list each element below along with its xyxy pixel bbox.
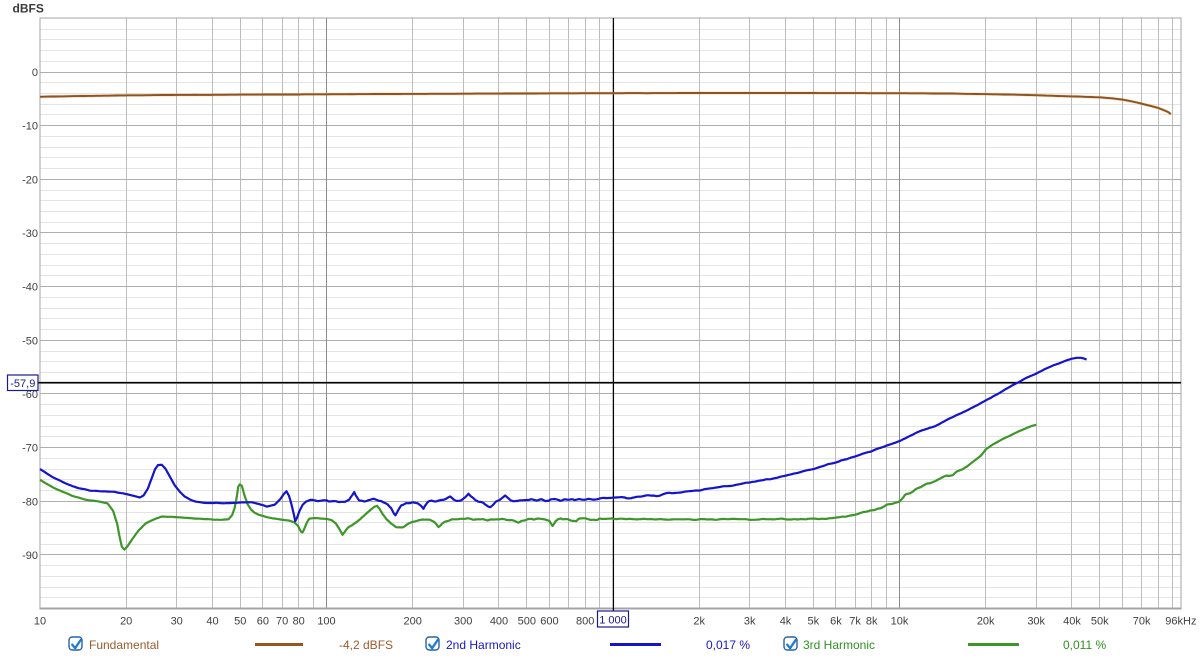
svg-text:-60: -60: [22, 389, 38, 401]
svg-text:1 000: 1 000: [599, 614, 627, 626]
svg-text:80: 80: [293, 616, 305, 628]
svg-text:-10: -10: [22, 121, 38, 133]
svg-text:-70: -70: [22, 443, 38, 455]
svg-text:2k: 2k: [693, 616, 705, 628]
svg-text:600: 600: [540, 616, 558, 628]
svg-text:3rd Harmonic: 3rd Harmonic: [803, 638, 875, 652]
svg-text:20: 20: [120, 616, 132, 628]
svg-text:dBFS: dBFS: [13, 2, 44, 16]
svg-text:0,011 %: 0,011 %: [1063, 638, 1106, 652]
svg-text:5k: 5k: [807, 616, 819, 628]
svg-text:50: 50: [234, 616, 246, 628]
svg-text:10: 10: [34, 616, 46, 628]
svg-text:0: 0: [32, 67, 38, 79]
svg-text:60: 60: [257, 616, 269, 628]
svg-text:-50: -50: [22, 335, 38, 347]
svg-text:-30: -30: [22, 228, 38, 240]
svg-text:100: 100: [317, 616, 335, 628]
svg-text:30k: 30k: [1027, 616, 1045, 628]
svg-text:40: 40: [206, 616, 218, 628]
svg-text:70: 70: [276, 616, 288, 628]
svg-text:70k: 70k: [1133, 616, 1151, 628]
svg-text:-40: -40: [22, 282, 38, 294]
svg-text:200: 200: [404, 616, 422, 628]
svg-text:-4,2 dBFS: -4,2 dBFS: [339, 638, 393, 652]
svg-text:96kHz: 96kHz: [1165, 616, 1196, 628]
svg-text:2nd Harmonic: 2nd Harmonic: [446, 638, 521, 652]
svg-text:10k: 10k: [891, 616, 909, 628]
svg-text:40k: 40k: [1063, 616, 1081, 628]
svg-text:20k: 20k: [977, 616, 995, 628]
svg-text:Fundamental: Fundamental: [89, 638, 159, 652]
svg-text:50k: 50k: [1091, 616, 1109, 628]
svg-text:300: 300: [454, 616, 472, 628]
svg-text:-90: -90: [22, 550, 38, 562]
svg-text:4k: 4k: [780, 616, 792, 628]
svg-text:-57,9: -57,9: [10, 378, 35, 390]
svg-text:-20: -20: [22, 174, 38, 186]
svg-text:8k: 8k: [866, 616, 878, 628]
svg-text:400: 400: [490, 616, 508, 628]
svg-text:7k: 7k: [849, 616, 861, 628]
svg-text:-80: -80: [22, 496, 38, 508]
svg-text:500: 500: [518, 616, 536, 628]
svg-text:0,017 %: 0,017 %: [706, 638, 750, 652]
svg-text:6k: 6k: [830, 616, 842, 628]
svg-text:800: 800: [576, 616, 594, 628]
svg-text:30: 30: [171, 616, 183, 628]
svg-text:3k: 3k: [744, 616, 756, 628]
